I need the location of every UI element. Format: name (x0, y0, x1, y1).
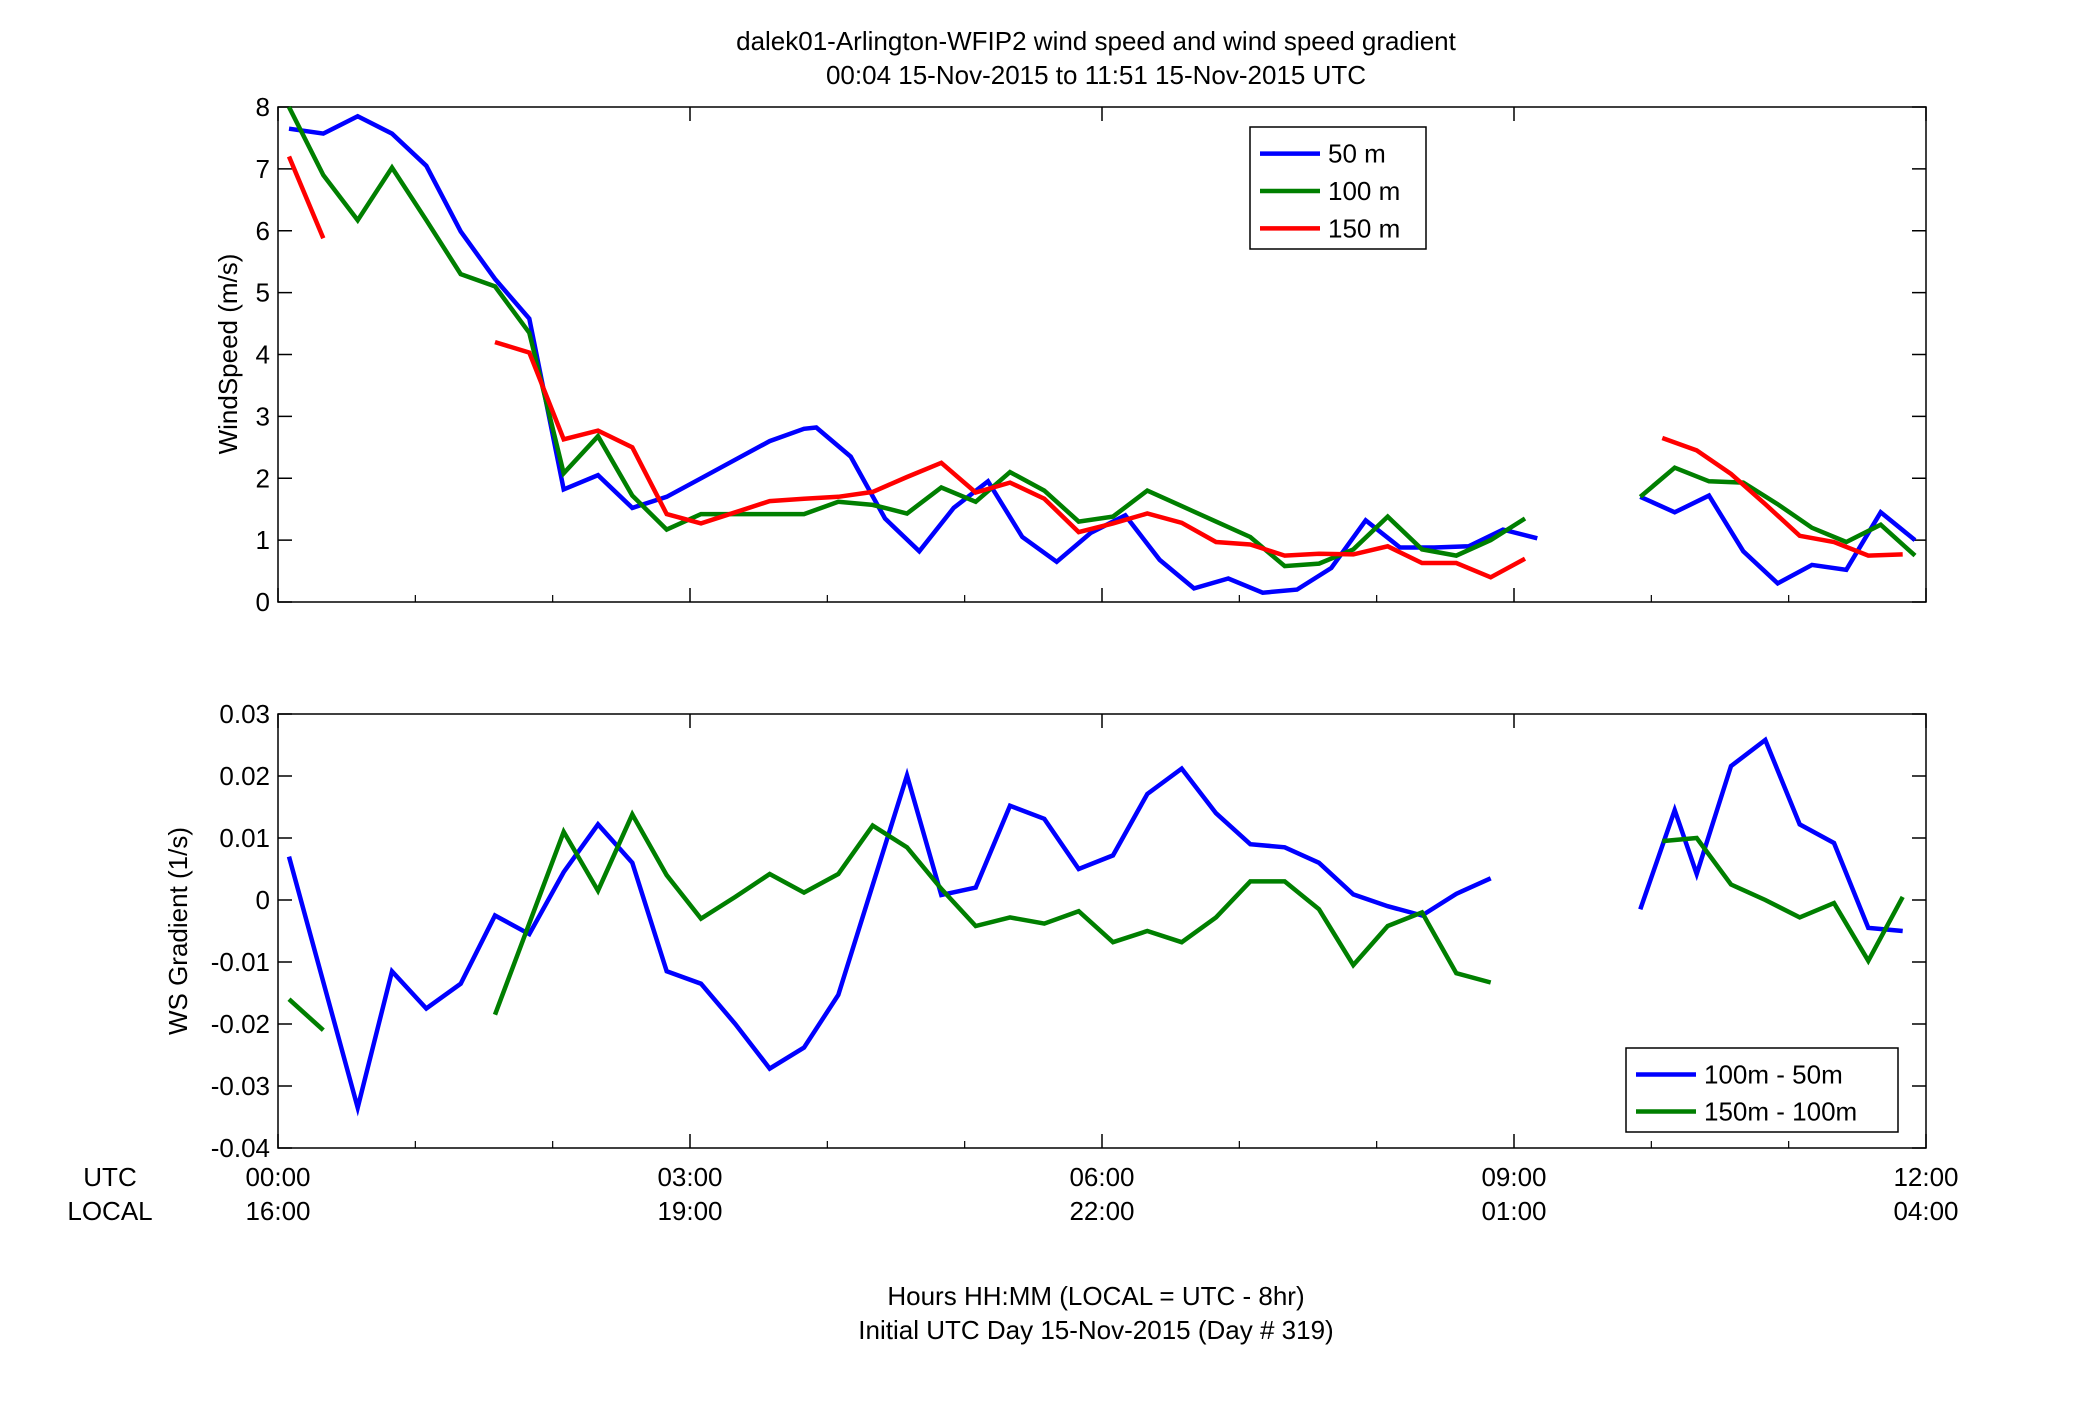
windspeed-y-axis-label: WindSpeed (m/s) (213, 254, 243, 455)
x-tick-label-local: 16:00 (245, 1196, 310, 1226)
windspeed-ytick-label: 5 (256, 278, 270, 308)
windspeed-ytick-label: 0 (256, 587, 270, 617)
x-tick-label-local: 04:00 (1893, 1196, 1958, 1226)
x-tick-label-local: 19:00 (657, 1196, 722, 1226)
x-tick-label-local: 01:00 (1481, 1196, 1546, 1226)
gradient-ytick-label: -0.02 (211, 1009, 270, 1039)
gradient-legend-label: 150m - 100m (1704, 1097, 1857, 1127)
windspeed-ytick-label: 7 (256, 154, 270, 184)
gradient-y-axis-label: WS Gradient (1/s) (163, 827, 193, 1035)
gradient-legend-label: 100m - 50m (1704, 1060, 1843, 1090)
gradient-series-line-150m-100m (492, 809, 1492, 1016)
x-tick-label-utc: 09:00 (1481, 1162, 1546, 1192)
gradient-legend: 100m - 50m 150m - 100m (1625, 1047, 1899, 1133)
x-tick-label-utc: 00:00 (245, 1162, 310, 1192)
gradient-panel: -0.04 -0.03 -0.02 -0.01 0 0.01 0.02 0.03 WS Gra… (163, 699, 1927, 1163)
windspeed-series-line-100m (286, 105, 1527, 569)
gradient-axis-ticks: -0.04 -0.03 -0.02 -0.01 0 0.01 0.02 0.03 (211, 699, 1927, 1163)
x-tick-label-utc: 03:00 (657, 1162, 722, 1192)
windspeed-legend-label: 50 m (1328, 139, 1386, 169)
windspeed-series-line-150m (1661, 435, 1903, 558)
windspeed-axis-ticks: 0 1 2 3 4 5 6 7 8 (256, 92, 1927, 617)
windspeed-legend-label: 100 m (1328, 176, 1400, 206)
x-axis-label-line2: Initial UTC Day 15-Nov-2015 (Day # 319) (858, 1315, 1333, 1345)
windspeed-ytick-label: 4 (256, 340, 270, 370)
gradient-ytick-label: -0.04 (211, 1133, 270, 1163)
windspeed-ytick-label: 6 (256, 216, 270, 246)
windspeed-series-line-100m (1638, 465, 1917, 558)
windspeed-legend-label: 150 m (1328, 213, 1400, 243)
gradient-ytick-label: 0.01 (219, 823, 270, 853)
gradient-series-line-100m-50m (1638, 736, 1903, 934)
windspeed-series-line-50m (288, 113, 1538, 595)
windspeed-ytick-label: 1 (256, 525, 270, 555)
local-row-label: LOCAL (67, 1196, 152, 1226)
chart-title-line2: 00:04 15-Nov-2015 to 11:51 15-Nov-2015 U… (826, 60, 1366, 90)
x-axis-label-line1: Hours HH:MM (LOCAL = UTC - 8hr) (887, 1281, 1304, 1311)
windspeed-series-line-150m (286, 155, 326, 240)
gradient-series-line-150m-100m (287, 997, 325, 1032)
gradient-series-line-150m-100m (1662, 835, 1905, 966)
x-tick-label-utc: 06:00 (1069, 1162, 1134, 1192)
windspeed-ytick-label: 3 (256, 401, 270, 431)
gradient-series-line-100m-50m (286, 765, 1492, 1117)
gradient-ytick-label: 0.02 (219, 761, 270, 791)
gradient-ytick-label: 0.03 (219, 699, 270, 729)
gradient-legend-box (1625, 1047, 1899, 1133)
windspeed-legend: 50 m 100 m 150 m (1249, 126, 1427, 250)
windspeed-series (286, 105, 1917, 595)
gradient-ytick-label: -0.03 (211, 1071, 270, 1101)
utc-row-label: UTC (83, 1162, 136, 1192)
x-tick-label-utc: 12:00 (1893, 1162, 1958, 1192)
windspeed-panel: 0 1 2 3 4 5 6 7 8 WindSpeed (m/s) 50 m 100 m 150 m (213, 92, 1927, 617)
gradient-ytick-label: -0.01 (211, 947, 270, 977)
windspeed-ytick-label: 2 (256, 463, 270, 493)
gradient-series (286, 736, 1905, 1117)
gradient-ytick-label: 0 (256, 885, 270, 915)
windspeed-ytick-label: 8 (256, 92, 270, 122)
x-tick-labels: 00:00 16:00 03:00 19:00 06:00 22:00 09:00 01:00… (245, 1162, 1958, 1226)
windspeed-series-line-150m (494, 339, 1527, 580)
chart-title-line1: dalek01-Arlington-WFIP2 wind speed and w… (736, 26, 1457, 56)
x-tick-label-local: 22:00 (1069, 1196, 1134, 1226)
